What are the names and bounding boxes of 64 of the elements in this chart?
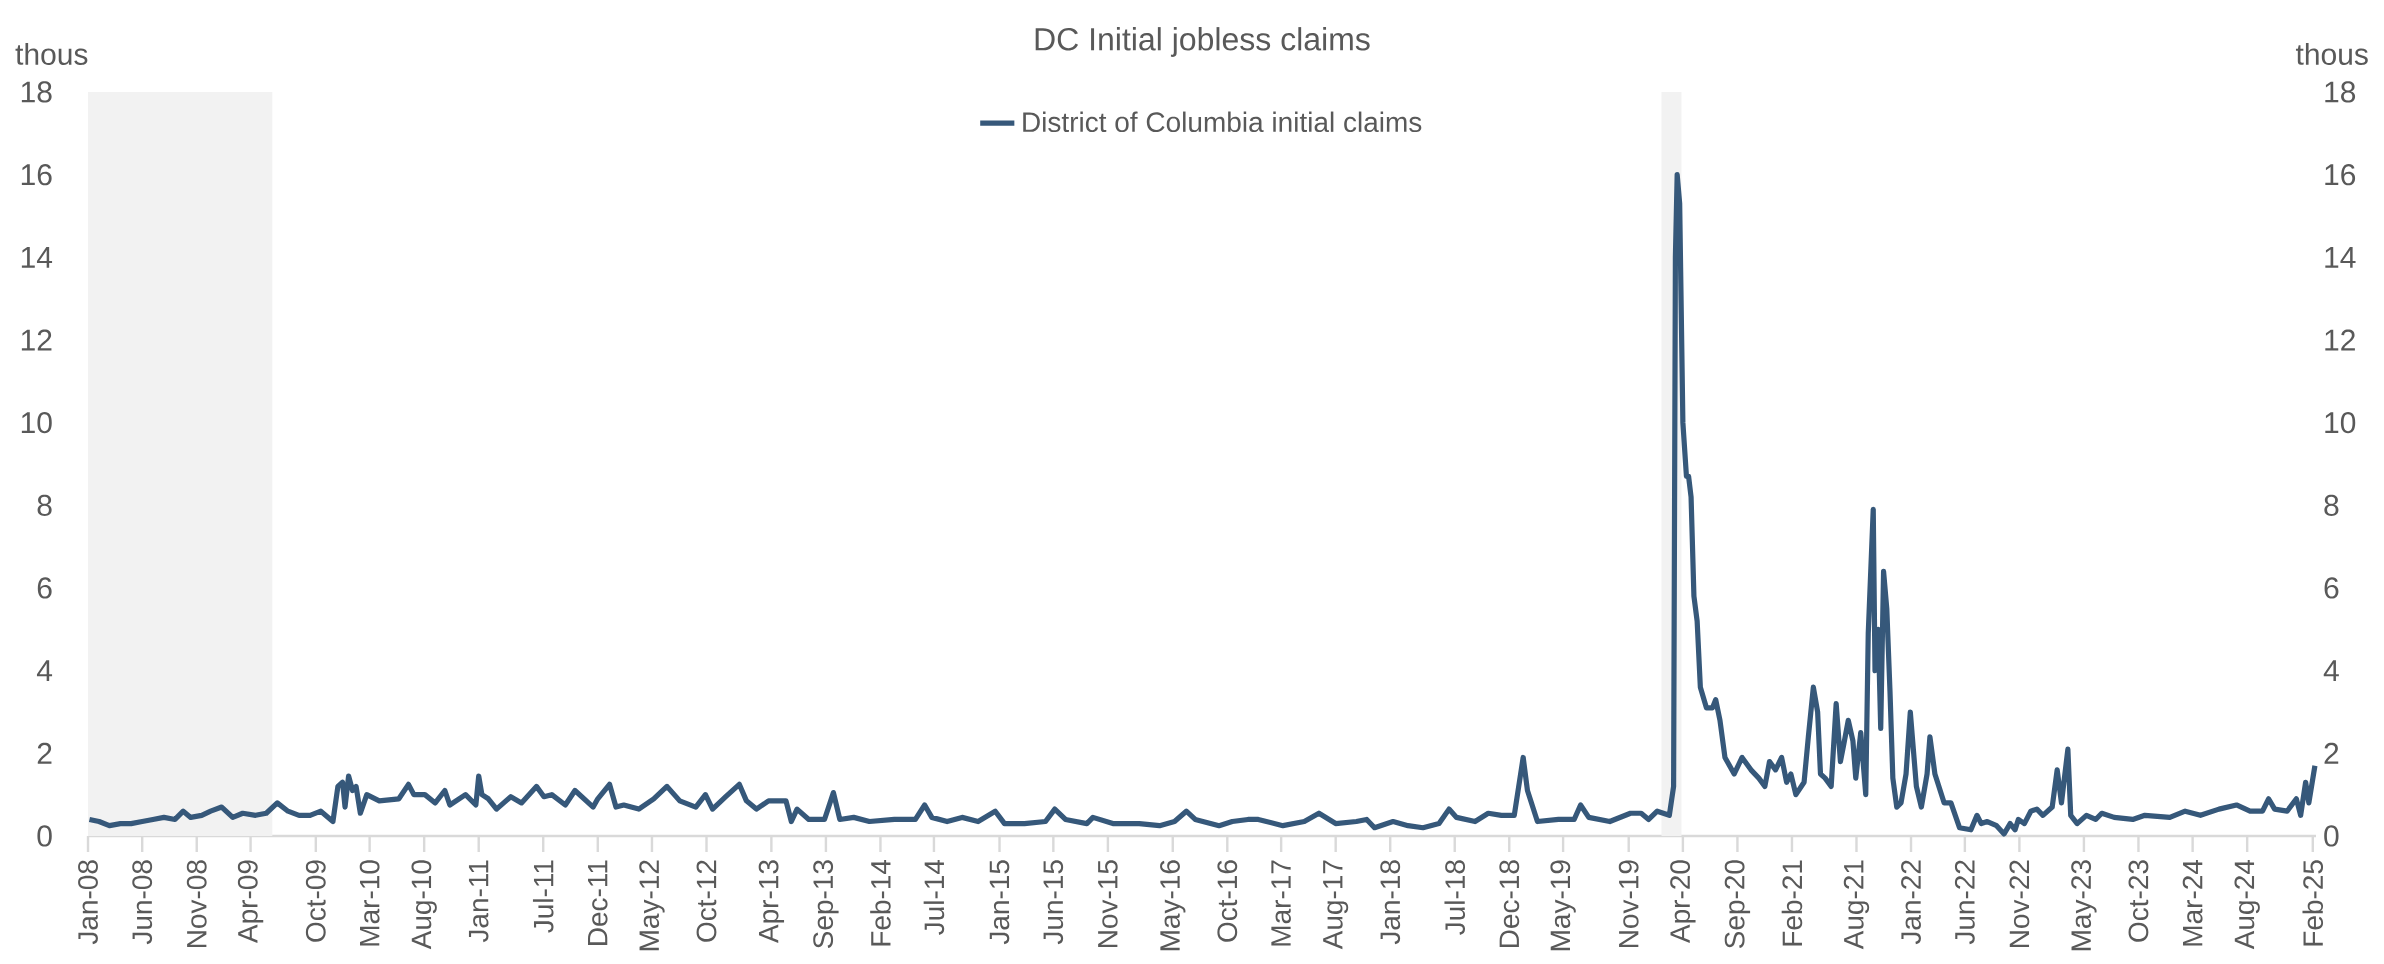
x-tick-label: Feb-21 — [1781, 860, 1803, 946]
y-tick-label: 4 — [36, 660, 53, 681]
y2-tick-label: 6 — [2324, 577, 2339, 599]
y2-tick-label: 2 — [2324, 742, 2339, 764]
x-tick-label: Oct-12 — [696, 860, 717, 942]
x-tick-label: Feb-25 — [2302, 860, 2324, 946]
y-tick-label: 16 — [21, 164, 52, 186]
y-tick-label: 14 — [21, 247, 53, 268]
x-tick-label: Feb-14 — [870, 859, 891, 946]
x-tick-label: May-16 — [1160, 860, 1186, 951]
x-tick-label: Aug-21 — [1843, 860, 1870, 950]
x-tick-label: Apr-20 — [1670, 860, 1696, 944]
x-tick-label: Dec-11 — [588, 860, 608, 945]
x-tick-label: Aug-17 — [1323, 860, 1349, 950]
y2-axis-title: thous — [2295, 42, 2368, 65]
x-tick-label: Nov-08 — [186, 860, 207, 948]
x-tick-label: Jul-14 — [923, 859, 945, 935]
y2-tick-label: 16 — [2325, 164, 2356, 186]
y2-tick-label: 14 — [2325, 247, 2356, 268]
x-tick-label: Jul-18 — [1444, 860, 1466, 935]
y2-tick-label: 0 — [2324, 825, 2339, 847]
y2-tick-label: 10 — [2325, 412, 2356, 434]
x-tick-label: Aug-24 — [2234, 859, 2260, 950]
x-tick-label: Apr-13 — [758, 860, 785, 944]
x-tick-label: Apr-09 — [237, 860, 264, 944]
y-tick-label: 2 — [37, 742, 52, 764]
x-tick-label: Jan-22 — [1901, 860, 1921, 945]
y2-tick-label: 4 — [2323, 660, 2339, 681]
x-tick-label: Mar-17 — [1271, 860, 1291, 946]
legend-label: District of Columbia initial claims — [1023, 111, 1422, 133]
x-tick-label: Nov-22 — [2009, 860, 2030, 948]
x-tick-label: Dec-18 — [1499, 860, 1520, 948]
x-tick-label: May-12 — [639, 860, 665, 951]
x-tick-label: Sep-13 — [813, 860, 839, 949]
x-tick-label: Jan-15 — [989, 860, 1010, 945]
x-tick-label: Jan-18 — [1380, 860, 1401, 945]
x-tick-label: Jan-11 — [468, 860, 489, 943]
x-tick-label: Jul-11 — [532, 860, 554, 933]
y-tick-label: 6 — [37, 577, 52, 599]
y-tick-label: 10 — [21, 412, 52, 434]
y-tick-label: 0 — [37, 825, 52, 847]
x-tick-label: Nov-19 — [1618, 860, 1639, 948]
chart-title: DC Initial jobless claims — [1035, 27, 1370, 57]
y-axis-title: thous — [15, 42, 88, 65]
x-tick-label: Jun-08 — [132, 860, 153, 945]
x-tick-label: Jun-22 — [1954, 860, 1975, 945]
x-tick-label: May-19 — [1550, 860, 1576, 951]
x-tick-label: Aug-10 — [411, 860, 437, 950]
x-tick-label: Mar-24 — [2182, 859, 2203, 946]
x-tick-label: Oct-16 — [1217, 860, 1238, 942]
x-tick-label: Mar-10 — [359, 860, 380, 946]
x-tick-label: May-23 — [2071, 860, 2097, 951]
x-tick-label: Sep-20 — [1724, 860, 1751, 949]
x-tick-label: Nov-15 — [1098, 860, 1118, 948]
y-tick-label: 8 — [37, 494, 52, 516]
x-tick-label: Jun-15 — [1043, 860, 1064, 945]
y2-tick-label: 12 — [2325, 329, 2355, 351]
x-tick-label: Jan-08 — [78, 860, 98, 945]
x-tick-label: Oct-09 — [305, 860, 326, 942]
y-tick-label: 12 — [21, 329, 52, 351]
x-tick-label: Oct-23 — [2128, 860, 2149, 942]
y2-tick-label: 8 — [2324, 494, 2339, 516]
y-tick-label: 18 — [21, 81, 52, 103]
y2-tick-label: 18 — [2325, 81, 2356, 103]
